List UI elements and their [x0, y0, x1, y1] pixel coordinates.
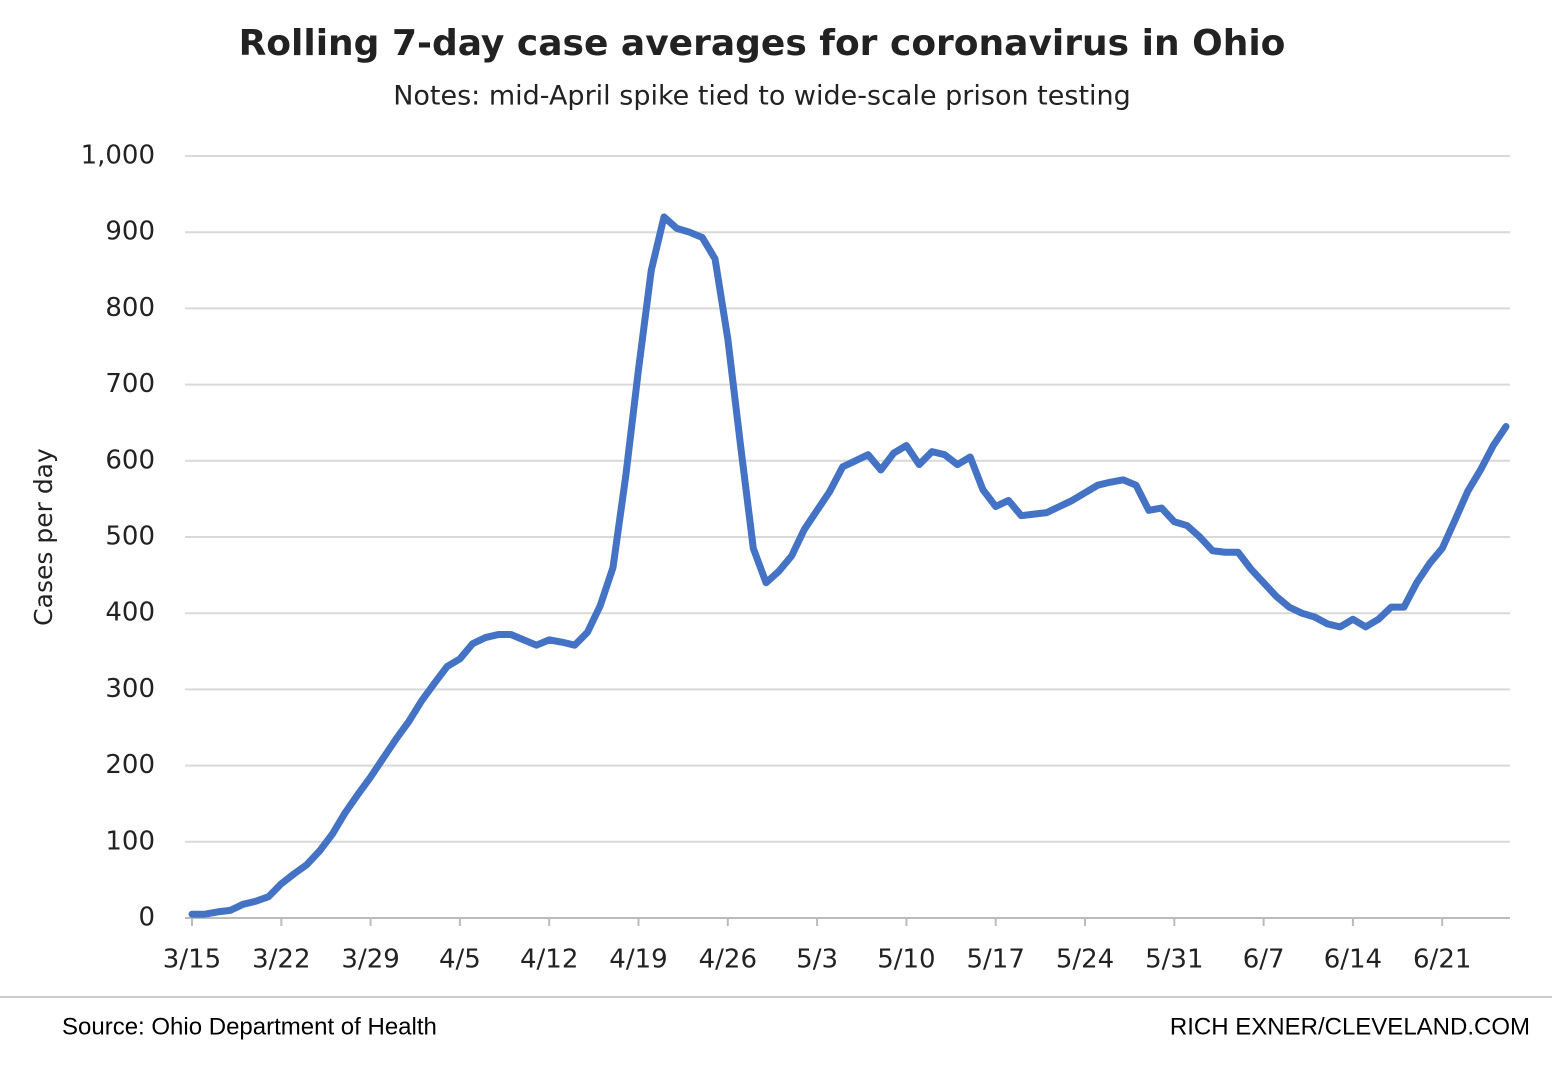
- x-tick-label: 6/21: [1413, 945, 1471, 975]
- y-tick-label: 0: [138, 903, 155, 933]
- y-axis-label: Cases per day: [29, 448, 58, 626]
- x-tick-label: 3/29: [341, 945, 399, 975]
- x-tick-label: 4/12: [520, 945, 578, 975]
- credit: RICH EXNER/CLEVELAND.COM: [1170, 1013, 1530, 1040]
- x-tick-label: 4/19: [609, 945, 667, 975]
- x-tick-label: 5/10: [877, 945, 935, 975]
- x-tick-label: 5/24: [1056, 945, 1114, 975]
- y-tick-label: 1,000: [81, 141, 155, 171]
- source: Source: Ohio Department of Health: [62, 1013, 437, 1040]
- x-tick-label: 4/26: [699, 945, 757, 975]
- y-tick-label: 400: [105, 598, 155, 628]
- y-tick-label: 900: [105, 217, 155, 247]
- x-tick-label: 4/5: [439, 945, 481, 975]
- y-tick-label: 300: [105, 674, 155, 704]
- y-tick-label: 100: [105, 826, 155, 856]
- y-tick-label: 800: [105, 293, 155, 323]
- y-tick-label: 600: [105, 445, 155, 475]
- x-tick-label: 6/7: [1243, 945, 1285, 975]
- y-tick-label: 700: [105, 369, 155, 399]
- x-tick-label: 3/22: [252, 945, 310, 975]
- y-tick-label: 500: [105, 522, 155, 552]
- x-tick-label: 3/15: [163, 945, 221, 975]
- chart-title: Rolling 7-day case averages for coronavi…: [239, 23, 1286, 64]
- data-line: [188, 213, 1510, 918]
- chart-subtitle: Notes: mid-April spike tied to wide-scal…: [393, 81, 1131, 112]
- x-tick-label: 5/31: [1145, 945, 1203, 975]
- y-tick-label: 200: [105, 750, 155, 780]
- x-tick-label: 5/3: [796, 945, 838, 975]
- x-tick-label: 6/14: [1324, 945, 1382, 975]
- x-tick-label: 5/17: [967, 945, 1025, 975]
